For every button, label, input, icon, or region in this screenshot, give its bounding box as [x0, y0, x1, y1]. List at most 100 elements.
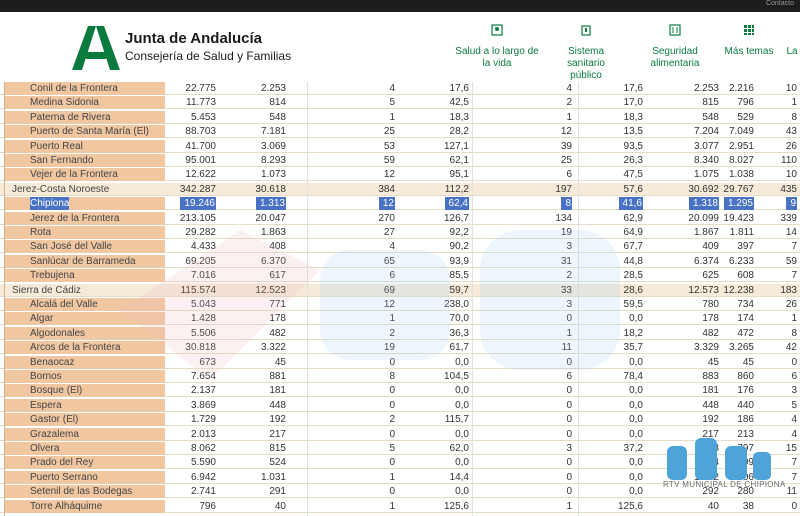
table-cell: 17,0	[623, 97, 643, 109]
table-cell: 28,5	[623, 270, 643, 282]
table-cell: 192	[269, 414, 286, 426]
table-group-row[interactable]: Sierra de Cádiz 115.574 12.523 69 59,7 33 28,6…	[0, 283, 800, 297]
table-row[interactable]: Bornos 7.654 881 8 104,5 6 78,4 883 860 6	[0, 370, 800, 383]
table-row[interactable]: Algar 1.428 178 1 70,0 0 0,0 178 174 1	[0, 312, 800, 326]
table-cell: 2.741	[190, 486, 216, 498]
table-cell: 192	[702, 414, 719, 426]
table-cell: 6.942	[190, 471, 216, 483]
table-cell: 183	[780, 284, 797, 296]
row-name: Paterna de Rivera	[30, 111, 111, 123]
table-cell: 7.204	[693, 126, 719, 138]
brand-title: Junta de Andalucía	[125, 30, 262, 47]
table-row[interactable]: Espera 3.869 448 0 0,0 0 0,0 448 440 5	[0, 398, 800, 412]
table-row[interactable]: Puerto Real 41.700 3.069 53 127,1 39 93,5 3.077…	[0, 139, 800, 153]
table-cell: 1.295	[723, 197, 754, 211]
table-row[interactable]: Puerto de Santa María (El) 88.703 7.181 25 2…	[0, 125, 800, 139]
table-cell: 860	[737, 371, 754, 382]
table-row[interactable]: Grazalema 2.013 217 0 0,0 0 0,0 217 213 4	[0, 427, 800, 441]
table-row[interactable]: Jerez de la Frontera 213.105 20.047 270 126,…	[0, 211, 800, 225]
row-label-cell	[4, 110, 165, 124]
table-cell: 408	[269, 241, 286, 253]
row-name: Algar	[30, 313, 54, 325]
table-cell: 625	[702, 270, 719, 282]
row-label-cell	[4, 211, 165, 225]
table-cell: 62,1	[449, 155, 469, 166]
table-cell: 384	[378, 183, 395, 195]
brand-block[interactable]: Junta de Andalucía Consejería de Salud y…	[125, 30, 291, 64]
table-cell: 5.043	[190, 299, 216, 310]
row-label-cell	[4, 154, 165, 167]
row-name: Chipiona	[30, 197, 70, 211]
table-row[interactable]: Alcalá del Valle 5.043 771 12 238,0 3 59,5 780 7…	[0, 298, 800, 311]
nav-seguridad[interactable]: Seguridad alimentaria	[640, 24, 710, 70]
table-cell: 409	[702, 241, 719, 253]
table-row[interactable]: Trebujena 7.016 617 6 85,5 2 28,5 625 608 7	[0, 269, 800, 283]
table-cell: 5.453	[190, 111, 216, 123]
table-row[interactable]: Paterna de Rivera 5.453 548 1 18,3 1 18,3 548 52…	[0, 110, 800, 124]
table-cell: 1	[566, 500, 572, 512]
table-row[interactable]: Sanlúcar de Barrameda 69.205 6.370 65 93,9 31…	[0, 254, 800, 268]
table-cell: 1.729	[190, 414, 216, 426]
table-cell: 440	[737, 399, 754, 411]
table-cell: 197	[555, 183, 572, 195]
table-cell: 0	[389, 385, 395, 397]
table-cell: 0,0	[455, 428, 469, 440]
table-cell: 126,7	[443, 212, 469, 224]
nav-salud[interactable]: Salud a lo largo de la vida	[452, 24, 542, 70]
table-row[interactable]: Gastor (El) 1.729 192 2 115,7 0 0,0 192 186 4	[0, 413, 800, 427]
table-row[interactable]: Rota 29.282 1.863 27 92,2 19 64,9 1.867 1.811 14	[0, 226, 800, 239]
row-name: Jerez de la Frontera	[30, 212, 120, 224]
table-cell: 12.523	[255, 284, 286, 296]
table-row[interactable]: Algodonales 5.506 482 2 36,3 1 18,2 482 472 8	[0, 326, 800, 340]
table-cell: 217	[702, 428, 719, 440]
table-row[interactable]: Arcos de la Frontera 30.818 3.322 19 61,7 11 3…	[0, 341, 800, 355]
table-cell: 36,3	[449, 327, 469, 339]
junta-logo-icon[interactable]	[72, 26, 120, 70]
table-cell: 12	[383, 169, 395, 181]
table-cell: 6	[566, 169, 572, 181]
table-row[interactable]: Vejer de la Frontera 12.622 1.073 12 95,1 6 47…	[0, 168, 800, 182]
table-row[interactable]: Torre Alháquime 796 40 1 125,6 1 125,6 40 38 0	[0, 499, 800, 513]
table-cell: 342.287	[179, 183, 216, 195]
table-row[interactable]: San José del Valle 4.433 408 4 90,2 3 67,7 409 3…	[0, 240, 800, 254]
table-row[interactable]: Chipiona 19.246 1.313 12 62,4 8 41,6 1.318 1.295…	[0, 197, 800, 211]
table-cell: 40	[274, 500, 286, 512]
nav-la[interactable]: La	[782, 24, 800, 58]
table-cell: 12	[378, 197, 395, 211]
table-cell: 67,7	[623, 241, 643, 253]
top-bar-link[interactable]: Contacto	[765, 0, 794, 7]
table-cell: 2	[566, 97, 572, 109]
table-row[interactable]: San Fernando 95.001 8.293 59 62,1 25 26,3 8.340…	[0, 154, 800, 167]
table-cell: 42	[785, 342, 797, 354]
table-group-row[interactable]: Jerez-Costa Noroeste 342.287 30.618 384 112,…	[0, 182, 800, 196]
table-cell: 7.654	[190, 371, 216, 382]
table-cell: 3.329	[693, 342, 719, 354]
table-cell: 2	[566, 270, 572, 282]
watermark-text: RTV MUNICIPAL DE CHIPIONA	[663, 480, 786, 489]
row-label-cell	[4, 485, 165, 499]
table-cell: 1.073	[260, 169, 286, 181]
table-row[interactable]: Bosque (El) 2.137 181 0 0,0 0 0,0 181 176 3	[0, 384, 800, 398]
table-row[interactable]: Setenil de las Bodegas 2.741 291 0 0,0 0 0,0 29…	[0, 485, 800, 499]
table-cell: 35,7	[623, 342, 643, 354]
row-name: Rota	[30, 227, 52, 238]
nav-sistema[interactable]: Sistema sanitario público	[556, 24, 616, 82]
table-cell: 19.423	[723, 212, 754, 224]
table-cell: 1	[566, 111, 572, 123]
table-cell: 18,3	[623, 111, 643, 123]
row-label-cell	[4, 470, 165, 484]
table-cell: 1	[389, 313, 395, 325]
row-name: Algodonales	[30, 327, 86, 339]
table-cell: 0	[389, 457, 395, 469]
table-row[interactable]: Conil de la Frontera 22.775 2.253 4 17,6 4 17,…	[0, 82, 800, 95]
table-cell: 1.318	[688, 197, 719, 211]
table-row[interactable]: Benaocaz 673 45 0 0,0 0 0,0 45 45 0	[0, 355, 800, 369]
table-row[interactable]: Medina Sidonia 11.773 814 5 42,5 2 17,0 815 796 1	[0, 96, 800, 110]
row-label-cell	[4, 384, 165, 398]
table-cell: 38	[742, 500, 754, 512]
nav-mas-temas[interactable]: Más temas	[722, 24, 776, 58]
table-cell: 62,4	[444, 197, 469, 211]
table-cell: 10	[785, 169, 797, 181]
table-cell: 0,0	[629, 356, 643, 368]
table-cell: 62,9	[623, 212, 643, 224]
